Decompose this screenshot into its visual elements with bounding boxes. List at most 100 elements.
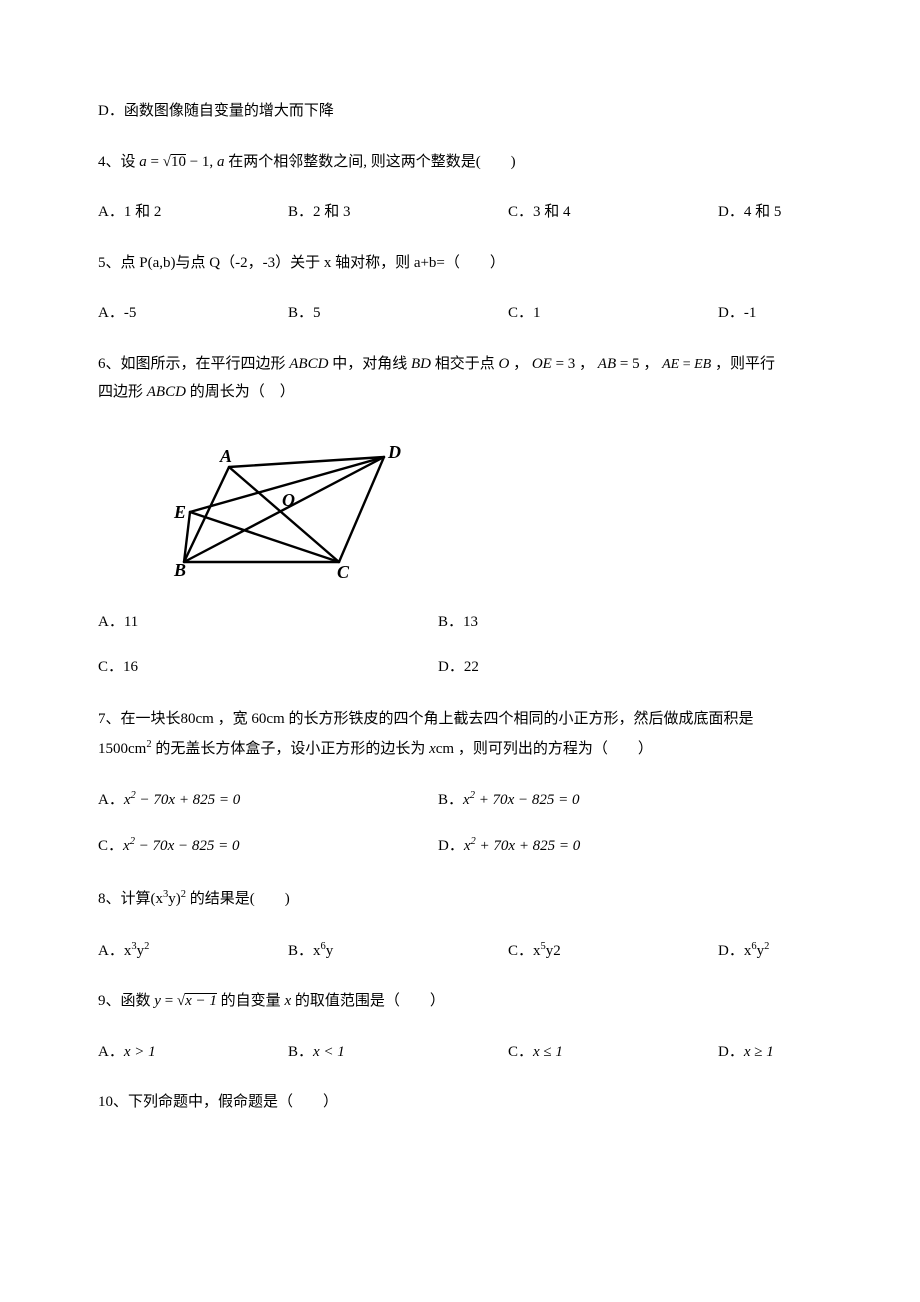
q7-stem-line1: 7、在一块长80cm ，宽 60cm 的长方形铁皮的四个角上截去四个相同的小正方… — [98, 708, 822, 731]
q5-options: A．-5 B．5 C．1 D．-1 — [98, 302, 822, 325]
q6-stem-line1: 6、如图所示，在平行四边形 ABCD 中，对角线 BD 相交于点 O ， OE … — [98, 353, 822, 376]
opt-text: -1 — [744, 305, 757, 321]
q6-figure: A D B C E O — [154, 432, 822, 590]
sqrt-10: √10 — [163, 151, 186, 174]
opt-label: B． — [288, 305, 313, 321]
q4-opt-b: B．2 和 3 — [288, 201, 508, 224]
opt-text: 13 — [463, 614, 478, 630]
q9-sfx: 的自变量 — [217, 993, 285, 1009]
q6-options-row1: A．11 B．13 — [98, 611, 822, 634]
q9-opt-a: A．x > 1 — [98, 1041, 288, 1064]
opt-text: 函数图像随自变量的增大而下降 — [124, 103, 334, 119]
opt-label: D． — [718, 204, 744, 220]
q5-stem: 5、点 P(a,b)与点 Q（-2，-3）关于 x 轴对称，则 a+b=（ ） — [98, 252, 822, 275]
label-b: B — [173, 560, 186, 580]
q9-opt-d: D．x ≥ 1 — [718, 1041, 774, 1064]
q7-l2b: 的无盖长方体盒子，设小正方形的边长为 — [152, 741, 430, 757]
opt-label: A． — [98, 204, 124, 220]
opt-label: C． — [508, 1044, 533, 1060]
q6-opt-d: D．22 — [438, 656, 479, 679]
opt-text: 11 — [124, 614, 138, 630]
q8-opt-d: D．x6y2 — [718, 939, 769, 963]
q8-b: y) — [168, 891, 181, 907]
q4-options: A．1 和 2 B．2 和 3 C．3 和 4 D．4 和 5 — [98, 201, 822, 224]
q6-l2c: 的周长为（ ） — [186, 384, 295, 400]
q10-stem: 10、下列命题中，假命题是（ ） — [98, 1091, 822, 1114]
q5-opt-d: D．-1 — [718, 302, 756, 325]
q6-ae: AE — [662, 357, 679, 372]
q7-area: 1500cm — [98, 741, 146, 757]
opt-label: C． — [98, 659, 123, 675]
opt-math: x2 + 70x + 825 = 0 — [464, 838, 580, 854]
q10-text: 10、下列命题中，假命题是（ ） — [98, 1094, 338, 1110]
q7-len: 80cm — [181, 711, 214, 727]
opt-text: 4 和 5 — [744, 204, 782, 220]
q5-opt-b: B．5 — [288, 302, 508, 325]
q8-c: 的结果是( ) — [186, 891, 290, 907]
q9-eq: = — [161, 993, 177, 1009]
opt-label: C． — [508, 943, 533, 959]
opt-label: A． — [98, 943, 124, 959]
q9-stem: 9、函数 y = √x − 1 的自变量 x 的取值范围是（ ） — [98, 990, 822, 1013]
q4-rest: 在两个相邻整数之间, 则这两个整数是( ) — [224, 154, 515, 170]
q7-options-row1: A．x2 − 70x + 825 = 0 B．x2 + 70x − 825 = … — [98, 788, 822, 812]
opt-text: 5 — [313, 305, 321, 321]
q6-ab: AB — [598, 356, 616, 372]
q7-opt-b: B．x2 + 70x − 825 = 0 — [438, 788, 579, 812]
q6-bd: BD — [411, 356, 431, 372]
opt-label: B． — [288, 204, 313, 220]
q7-l1a: 7、在一块长 — [98, 711, 181, 727]
q6-abcd: ABCD — [289, 356, 328, 372]
q9-options: A．x > 1 B．x < 1 C．x ≤ 1 D．x ≥ 1 — [98, 1041, 822, 1064]
opt-text: x < 1 — [313, 1044, 345, 1060]
q9-rest: 的取值范围是（ ） — [291, 993, 445, 1009]
q9-opt-b: B．x < 1 — [288, 1041, 508, 1064]
q7-stem-line2: 1500cm2 的无盖长方体盒子，设小正方形的边长为 xcm ，则可列出的方程为… — [98, 737, 822, 761]
q6-l2a: 四边形 — [98, 384, 147, 400]
opt-text: 1 和 2 — [124, 204, 162, 220]
sqrt-arg: x − 1 — [185, 993, 217, 1009]
opt-label: D． — [438, 659, 464, 675]
opt-text: 2 和 3 — [313, 204, 351, 220]
q6-prefix: 6、如图所示，在平行四边形 — [98, 356, 286, 372]
opt-label: D． — [438, 838, 464, 854]
opt-math: x6y — [313, 943, 333, 959]
q9-y: y — [154, 993, 161, 1009]
q6-eq5: = 5 ， — [616, 356, 662, 372]
label-d: D — [387, 442, 401, 462]
q7-opt-a: A．x2 − 70x + 825 = 0 — [98, 788, 438, 812]
opt-math: x5y2 — [533, 943, 561, 959]
q6-m2: 相交于点 — [435, 356, 499, 372]
opt-label: C． — [98, 838, 123, 854]
opt-math: x2 + 70x − 825 = 0 — [463, 792, 579, 808]
q9-prefix: 9、函数 — [98, 993, 154, 1009]
eq-sign: = — [147, 154, 163, 170]
q4-minus1: − 1, — [186, 154, 217, 170]
q4-a: a — [139, 154, 147, 170]
q4-opt-d: D．4 和 5 — [718, 201, 781, 224]
q6-oe: OE — [532, 356, 552, 372]
q8-opt-c: C．x5y2 — [508, 939, 718, 963]
opt-label: B． — [438, 614, 463, 630]
q6-l2b: ABCD — [147, 384, 186, 400]
q7-l2c: cm ，则可列出的方程为（ ） — [436, 741, 653, 757]
opt-label: D． — [718, 943, 744, 959]
opt-text: 22 — [464, 659, 479, 675]
q6-opt-b: B．13 — [438, 611, 478, 634]
opt-label: C． — [508, 204, 533, 220]
exam-page: D． 函数图像随自变量的增大而下降 4、设 a = √10 − 1, a 在两个相… — [0, 0, 920, 1302]
sqrt-arg: 10 — [171, 154, 186, 170]
q7-wid: 60cm — [251, 711, 284, 727]
opt-label: B． — [288, 1044, 313, 1060]
q4-stem: 4、设 a = √10 − 1, a 在两个相邻整数之间, 则这两个整数是( ) — [98, 151, 822, 174]
q6-opt-c: C．16 — [98, 656, 438, 679]
diag-ac — [229, 467, 339, 562]
q8-opt-b: B．x6y — [288, 939, 508, 963]
q6-opt-a: A．11 — [98, 611, 438, 634]
opt-text: 16 — [123, 659, 138, 675]
opt-label: A． — [98, 305, 124, 321]
q7-opt-c: C．x2 − 70x − 825 = 0 — [98, 834, 438, 858]
opt-label: D． — [718, 1044, 744, 1060]
q6-options-row2: C．16 D．22 — [98, 656, 822, 679]
label-c: C — [337, 562, 350, 582]
